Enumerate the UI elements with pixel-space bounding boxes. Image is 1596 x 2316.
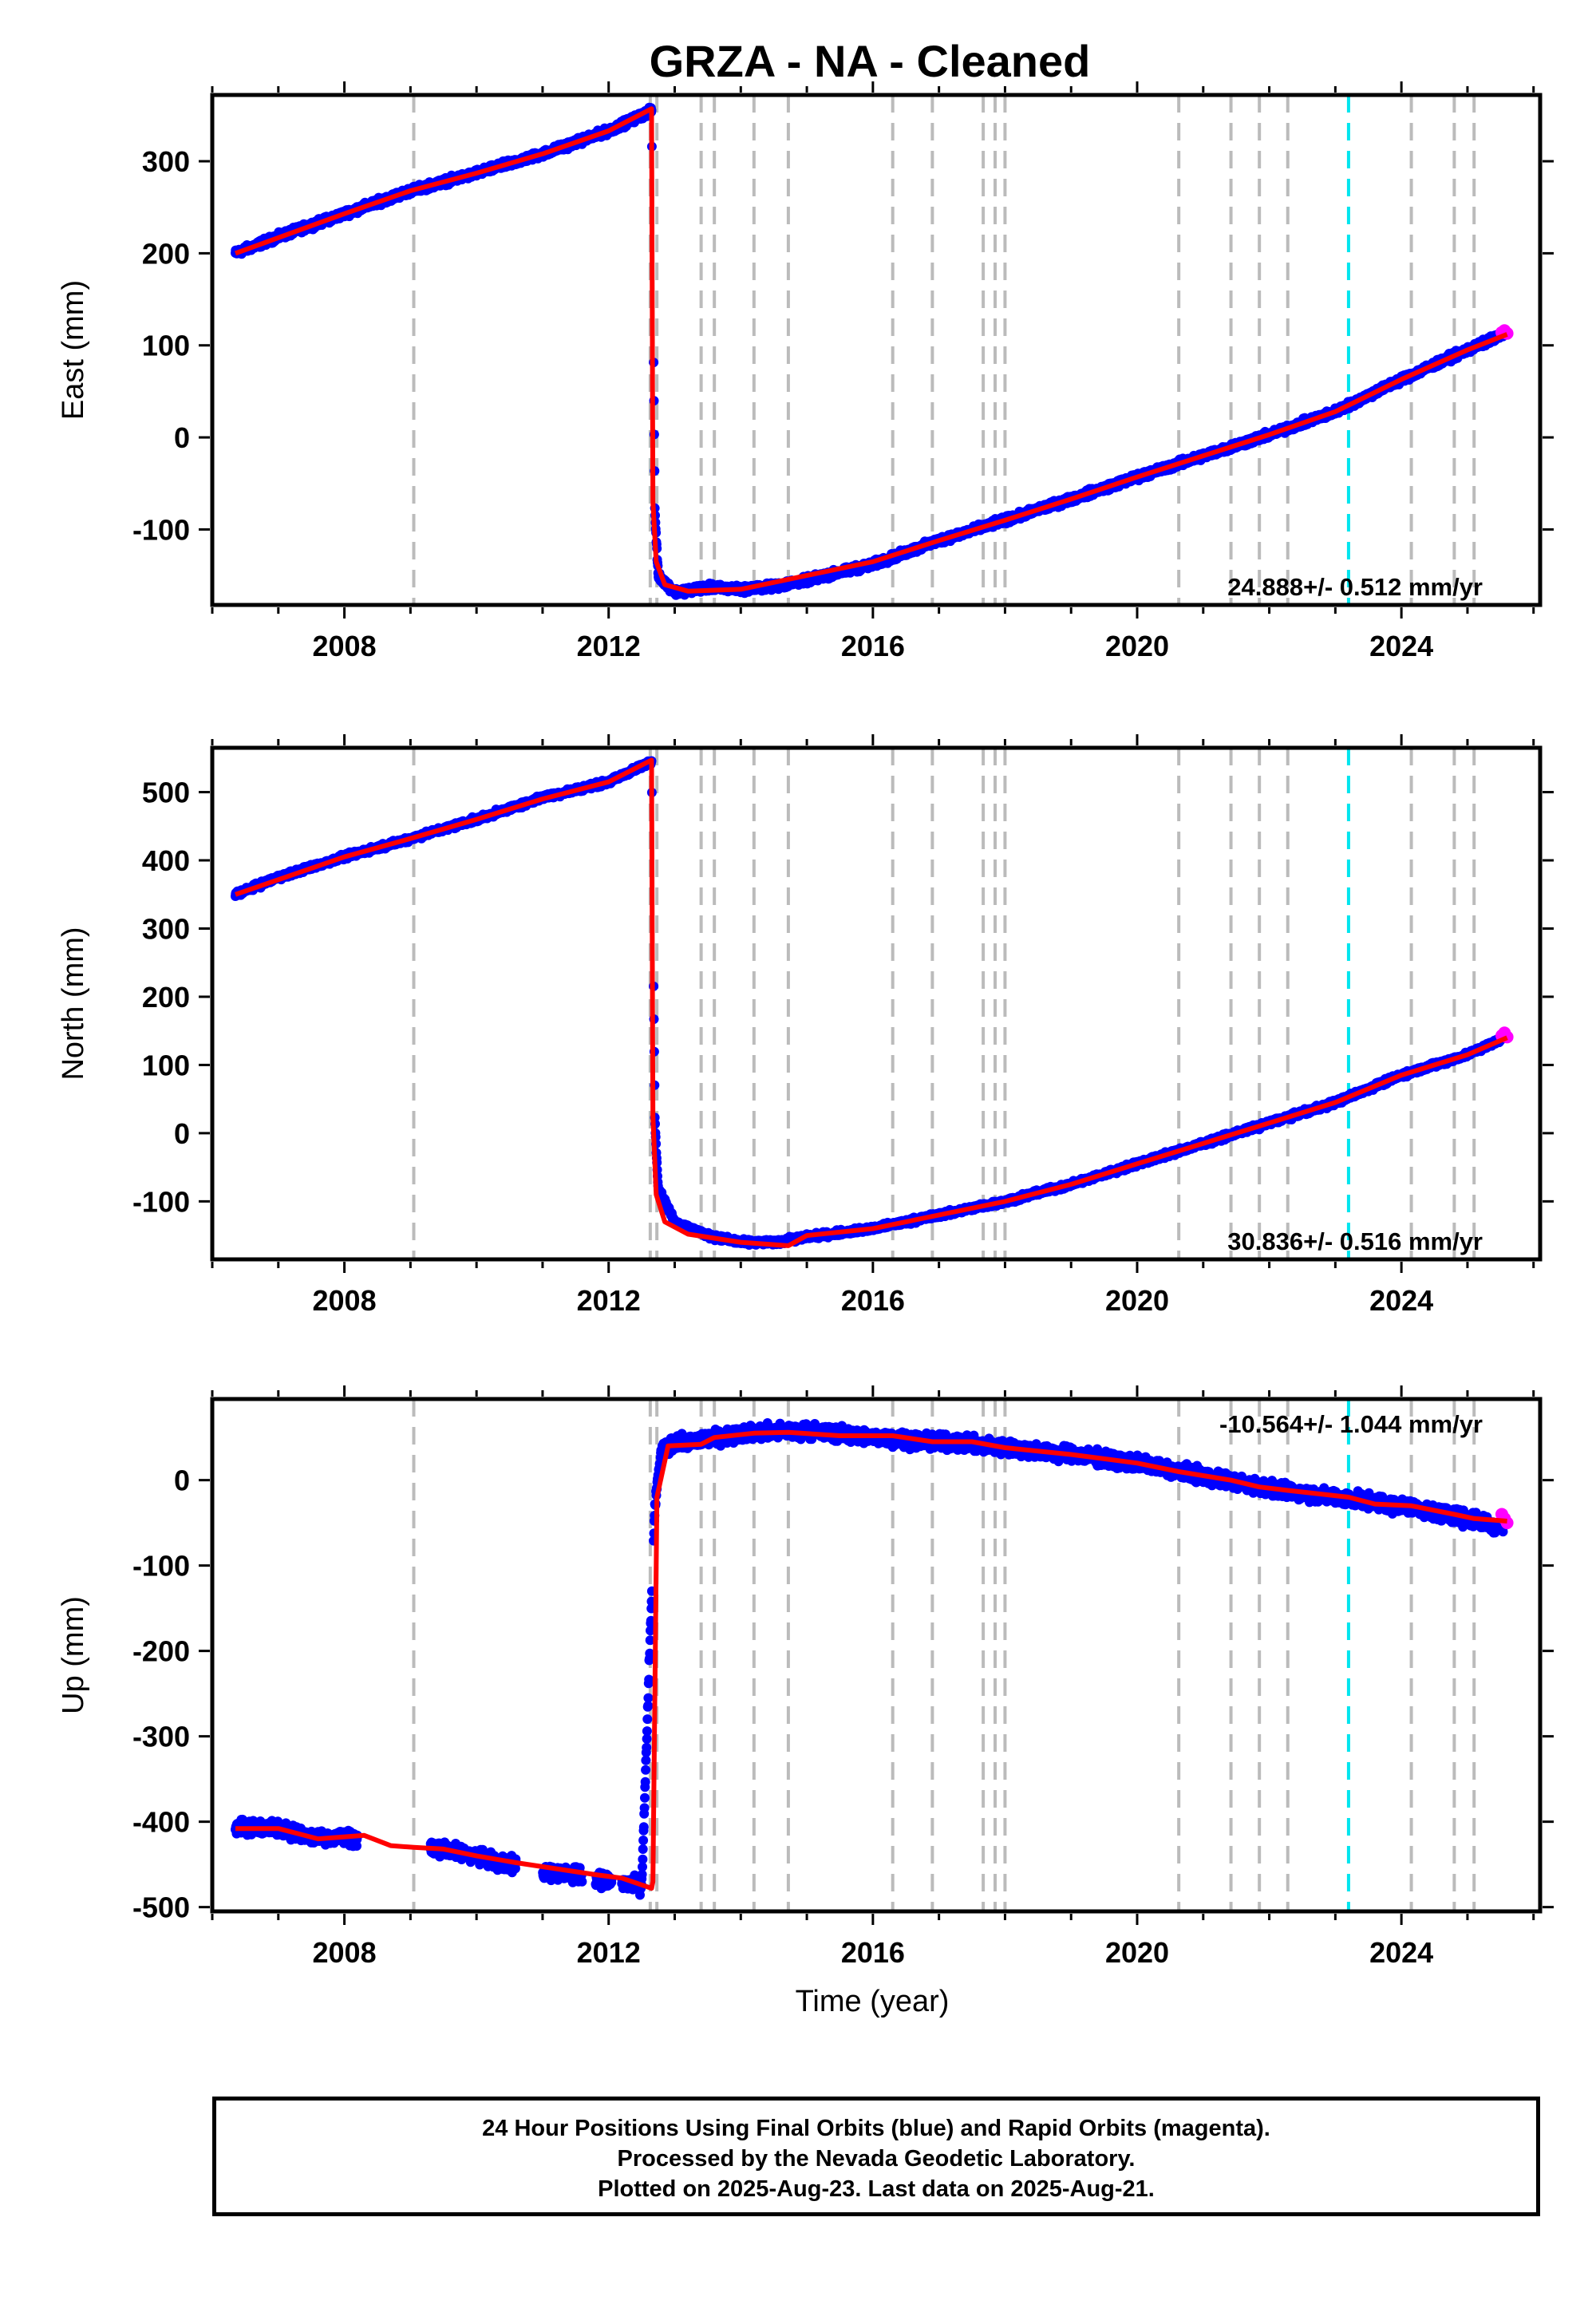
y-tick-label: 100 — [142, 330, 190, 362]
panel-north: 2008 2012 2016 2020 2024-1000100200300400500… — [57, 734, 1554, 1317]
y-tick-label: 200 — [142, 237, 190, 270]
y-tick-label: 300 — [142, 145, 190, 178]
rate-label: 24.888+/- 0.512 mm/yr — [1227, 573, 1483, 601]
final-orbits-points — [231, 756, 1509, 1250]
panel-east: 2008 2012 2016 2020 2024 -100 0 100 200 300 East (… — [57, 81, 1554, 662]
x-tick-label: 2024 — [1369, 630, 1433, 662]
plot-area — [231, 748, 1514, 1259]
x-tick-label: 2016 — [841, 630, 905, 662]
y-axis-label: East (mm) — [57, 280, 90, 420]
plot-area — [231, 95, 1514, 605]
y-tick-label: -100 — [132, 513, 190, 546]
plot-frame — [210, 93, 1543, 607]
figure-title: GRZA - NA - Cleaned — [650, 36, 1091, 86]
final-orbits-points — [231, 102, 1509, 600]
y-tick-label: 0 — [174, 421, 190, 454]
x-tick-label: 2020 — [1105, 630, 1169, 662]
x-tick-label: 2012 — [577, 630, 641, 662]
panels-group: 2008 2012 2016 2020 2024 -100 0 100 200 300 East (… — [57, 81, 1554, 1969]
model-fit-line — [234, 106, 1508, 594]
x-tick-label: 2008 — [313, 630, 377, 662]
